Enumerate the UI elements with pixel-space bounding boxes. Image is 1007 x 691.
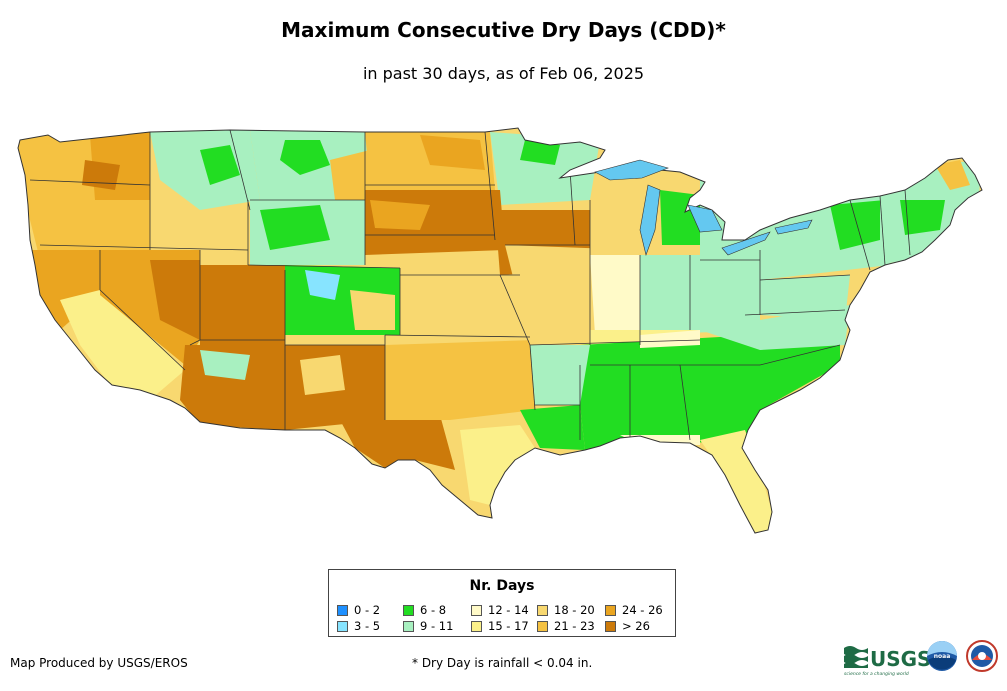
legend: Nr. Days 0 - 2 3 - 5 6 - 8 9 - 11 12 - 1… — [328, 569, 676, 637]
cdd-region — [385, 340, 535, 420]
legend-swatch — [403, 605, 414, 616]
map-subtitle: in past 30 days, as of Feb 06, 2025 — [362, 64, 645, 83]
legend-swatch — [537, 605, 548, 616]
cdd-region — [60, 290, 185, 400]
legend-swatch — [605, 605, 616, 616]
cdd-region — [350, 290, 395, 330]
state-border — [99, 250, 186, 371]
legend-item: > 26 — [605, 619, 650, 633]
cdd-region — [760, 275, 850, 320]
nws-logo — [966, 640, 998, 672]
footnote: * Dry Day is rainfall < 0.04 in. — [412, 656, 593, 670]
state-border — [679, 364, 691, 441]
lake-michigan — [639, 184, 661, 257]
cdd-region — [580, 330, 840, 450]
state-border — [247, 264, 401, 269]
cdd-region — [460, 425, 535, 505]
cdd-region — [520, 140, 560, 165]
cdd-region — [900, 200, 945, 235]
map-credit: Map Produced by USGS/EROS — [10, 656, 188, 670]
state-border — [384, 334, 531, 338]
cdd-region — [280, 140, 330, 175]
legend-swatch — [337, 605, 348, 616]
legend-swatch — [471, 605, 482, 616]
cdd-region — [82, 160, 120, 190]
state-border — [529, 339, 701, 346]
cdd-region — [330, 150, 370, 200]
lake-huron — [687, 204, 723, 233]
svg-text:USGS: USGS — [870, 647, 931, 671]
state-border — [744, 309, 846, 316]
state-border — [39, 244, 249, 251]
usgs-logo: USGS science for a changing world — [844, 646, 931, 677]
legend-item: 9 - 11 — [403, 619, 453, 633]
cdd-region — [420, 135, 485, 170]
state-border — [229, 129, 251, 211]
us-cdd-map — [17, 127, 983, 534]
cdd-region — [640, 330, 700, 348]
legend-item: 18 - 20 — [537, 603, 595, 617]
map-title: Maximum Consecutive Dry Days (CDD)* — [281, 18, 726, 42]
legend-item: 12 - 14 — [471, 603, 529, 617]
cdd-region — [200, 350, 250, 380]
legend-swatch — [337, 621, 348, 632]
cdd-region — [305, 270, 340, 300]
noaa-logo: noaa — [927, 641, 957, 671]
legend-swatch — [403, 621, 414, 632]
cdd-region — [590, 255, 640, 335]
cdd-region — [200, 145, 240, 185]
cdd-region — [700, 430, 772, 533]
state-border — [569, 169, 576, 246]
state-border — [499, 274, 531, 346]
state-border — [879, 195, 886, 266]
cdd-region — [300, 355, 345, 395]
legend-item: 21 - 23 — [537, 619, 595, 633]
legend-item: 6 - 8 — [403, 603, 446, 617]
cdd-region — [490, 132, 600, 205]
legend-title: Nr. Days — [469, 578, 535, 594]
lake-superior — [594, 159, 669, 181]
state-border — [759, 274, 851, 281]
agency-logos: USGS science for a changing world noaa — [844, 640, 998, 677]
legend-swatch — [471, 621, 482, 632]
state-border — [529, 344, 536, 411]
legend-swatch — [537, 621, 548, 632]
legend-item: 0 - 2 — [337, 603, 380, 617]
cdd-region — [530, 345, 590, 405]
state-border — [904, 189, 911, 256]
legend-swatch — [605, 621, 616, 632]
svg-text:noaa: noaa — [934, 653, 951, 660]
legend-item: 3 - 5 — [337, 619, 380, 633]
cdd-region — [150, 260, 200, 340]
cdd-region — [200, 265, 285, 345]
cdd-region — [370, 200, 430, 230]
cdd-region — [935, 160, 970, 190]
lake-erie — [721, 231, 771, 256]
legend-item: 24 - 26 — [605, 603, 663, 617]
cdd-region — [150, 130, 260, 210]
state-border — [849, 199, 871, 271]
state-border — [759, 344, 841, 366]
cdd-region — [340, 415, 455, 470]
cdd-region — [400, 275, 530, 337]
state-border — [484, 131, 496, 241]
state-border — [29, 179, 151, 186]
cdd-region — [520, 405, 585, 450]
svg-text:science for a changing world: science for a changing world — [844, 671, 909, 677]
cdd-region — [260, 205, 330, 250]
legend-item: 15 - 17 — [471, 619, 529, 633]
cdd-region — [640, 255, 760, 335]
lake-ontario — [774, 219, 813, 235]
